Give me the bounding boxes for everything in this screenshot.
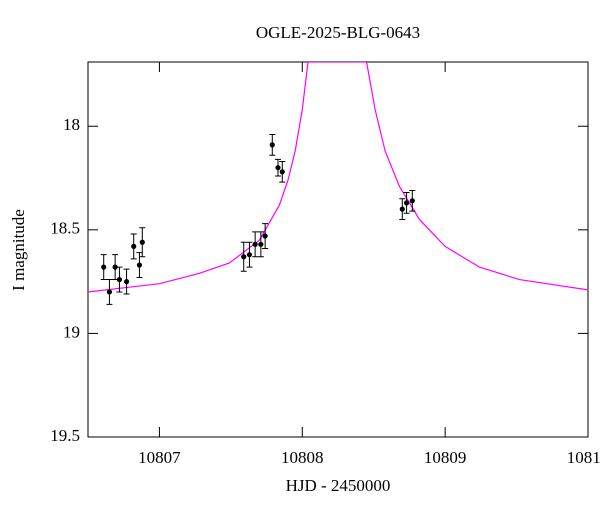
model-curve (88, 62, 588, 293)
y-tick-label: 18.5 (50, 219, 80, 238)
data-point (131, 243, 137, 249)
chart-title: OGLE-2025-BLG-0643 (256, 23, 420, 42)
x-tick-label: 10808 (281, 448, 324, 467)
y-tick-label: 18 (63, 115, 80, 134)
data-point (279, 169, 285, 175)
data-point (101, 264, 107, 270)
data-point (269, 142, 275, 148)
plot-area (88, 62, 588, 305)
data-point (275, 165, 281, 171)
data-point (106, 289, 113, 295)
data-point (116, 276, 123, 283)
x-tick-label: 10810 (567, 448, 600, 467)
data-point (403, 200, 410, 206)
y-tick-label: 19 (63, 322, 80, 341)
data-point (262, 233, 268, 239)
data-point (409, 198, 415, 204)
x-tick-label: 10809 (424, 448, 467, 467)
data-point (241, 254, 247, 260)
y-axis-label: I magnitude (9, 209, 28, 291)
data-point (139, 239, 145, 245)
data-point (246, 252, 253, 258)
y-tick-label: 19.5 (50, 426, 80, 445)
data-point (258, 241, 264, 247)
data-point (399, 206, 405, 212)
data-point (112, 264, 118, 270)
data-point (123, 279, 130, 285)
x-axis-label: HJD - 2450000 (286, 476, 391, 495)
data-point (136, 262, 143, 268)
data-point (252, 241, 258, 247)
x-tick-label: 10807 (138, 448, 181, 467)
